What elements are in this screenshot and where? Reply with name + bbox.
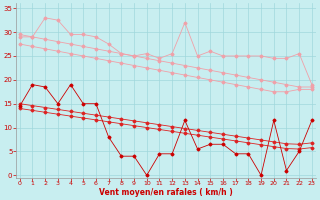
X-axis label: Vent moyen/en rafales ( km/h ): Vent moyen/en rafales ( km/h )	[99, 188, 233, 197]
